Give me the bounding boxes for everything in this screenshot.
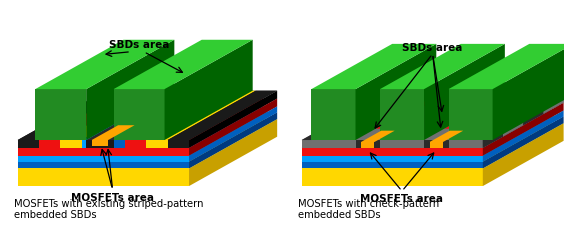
Polygon shape [165, 40, 253, 140]
Polygon shape [483, 123, 564, 186]
Polygon shape [302, 116, 564, 162]
Polygon shape [503, 117, 523, 137]
Polygon shape [483, 110, 564, 162]
Polygon shape [39, 91, 149, 140]
Polygon shape [18, 99, 277, 148]
Text: SBDs area: SBDs area [402, 43, 463, 53]
Polygon shape [125, 140, 146, 148]
Polygon shape [302, 110, 564, 156]
Polygon shape [302, 95, 564, 140]
Polygon shape [18, 119, 277, 169]
Polygon shape [86, 40, 174, 140]
Polygon shape [189, 91, 277, 148]
Polygon shape [342, 106, 372, 117]
Polygon shape [189, 106, 277, 162]
Polygon shape [18, 148, 189, 156]
Polygon shape [18, 91, 127, 140]
Polygon shape [302, 169, 483, 186]
Polygon shape [82, 140, 103, 148]
Polygon shape [86, 91, 202, 140]
Polygon shape [189, 112, 277, 169]
Polygon shape [361, 131, 394, 142]
Polygon shape [146, 91, 256, 140]
Polygon shape [18, 106, 277, 156]
Polygon shape [503, 117, 533, 129]
Polygon shape [363, 95, 392, 106]
Polygon shape [92, 125, 135, 140]
Polygon shape [302, 140, 483, 148]
Text: SBDs area: SBDs area [109, 40, 169, 50]
Polygon shape [146, 140, 168, 148]
Polygon shape [92, 140, 108, 146]
Polygon shape [523, 106, 553, 117]
Text: MOSFETs with existing striped-pattern
embedded SBDs: MOSFETs with existing striped-pattern em… [14, 199, 203, 220]
Polygon shape [424, 129, 469, 140]
Polygon shape [60, 91, 170, 140]
Polygon shape [361, 142, 374, 148]
Polygon shape [483, 95, 564, 148]
Polygon shape [103, 91, 213, 140]
Polygon shape [18, 156, 189, 162]
Polygon shape [302, 103, 564, 148]
Polygon shape [18, 140, 39, 148]
Polygon shape [483, 129, 503, 148]
Polygon shape [168, 140, 189, 148]
Text: MOSFETs area: MOSFETs area [360, 194, 443, 204]
Polygon shape [60, 140, 82, 148]
Polygon shape [322, 117, 352, 129]
Polygon shape [18, 169, 189, 186]
Polygon shape [311, 44, 436, 89]
Polygon shape [430, 131, 463, 142]
Polygon shape [523, 106, 543, 125]
Polygon shape [168, 91, 277, 140]
Polygon shape [380, 89, 424, 140]
Polygon shape [483, 103, 564, 156]
Polygon shape [484, 95, 530, 106]
Polygon shape [113, 40, 253, 89]
Polygon shape [35, 40, 174, 89]
Polygon shape [18, 162, 189, 169]
Polygon shape [376, 117, 421, 129]
Polygon shape [483, 116, 564, 169]
Polygon shape [35, 89, 86, 140]
Polygon shape [380, 44, 505, 89]
Polygon shape [543, 95, 564, 114]
Polygon shape [18, 91, 277, 140]
Polygon shape [302, 156, 483, 162]
Polygon shape [416, 95, 461, 106]
Text: MOSFETs with check-pattern
embedded SBDs: MOSFETs with check-pattern embedded SBDs [298, 199, 439, 220]
Polygon shape [125, 91, 234, 140]
Polygon shape [189, 119, 277, 186]
Polygon shape [396, 106, 441, 117]
Polygon shape [302, 162, 483, 169]
Polygon shape [311, 89, 356, 140]
Polygon shape [113, 89, 165, 140]
Polygon shape [302, 129, 332, 140]
Polygon shape [492, 44, 570, 140]
Polygon shape [302, 123, 564, 169]
Polygon shape [356, 140, 380, 148]
Polygon shape [86, 140, 113, 148]
Polygon shape [430, 142, 443, 148]
Polygon shape [18, 112, 277, 162]
Polygon shape [424, 44, 505, 140]
Polygon shape [543, 95, 570, 106]
Polygon shape [449, 89, 492, 140]
Polygon shape [82, 91, 192, 140]
Polygon shape [18, 140, 189, 148]
Text: MOSFETs area: MOSFETs area [71, 193, 154, 203]
Polygon shape [356, 44, 436, 140]
Polygon shape [189, 99, 277, 156]
Polygon shape [465, 106, 509, 117]
Polygon shape [449, 44, 570, 89]
Polygon shape [302, 148, 483, 156]
Polygon shape [103, 140, 125, 148]
Polygon shape [424, 140, 449, 148]
Polygon shape [483, 129, 513, 140]
Polygon shape [444, 117, 489, 129]
Polygon shape [39, 140, 60, 148]
Polygon shape [356, 129, 400, 140]
